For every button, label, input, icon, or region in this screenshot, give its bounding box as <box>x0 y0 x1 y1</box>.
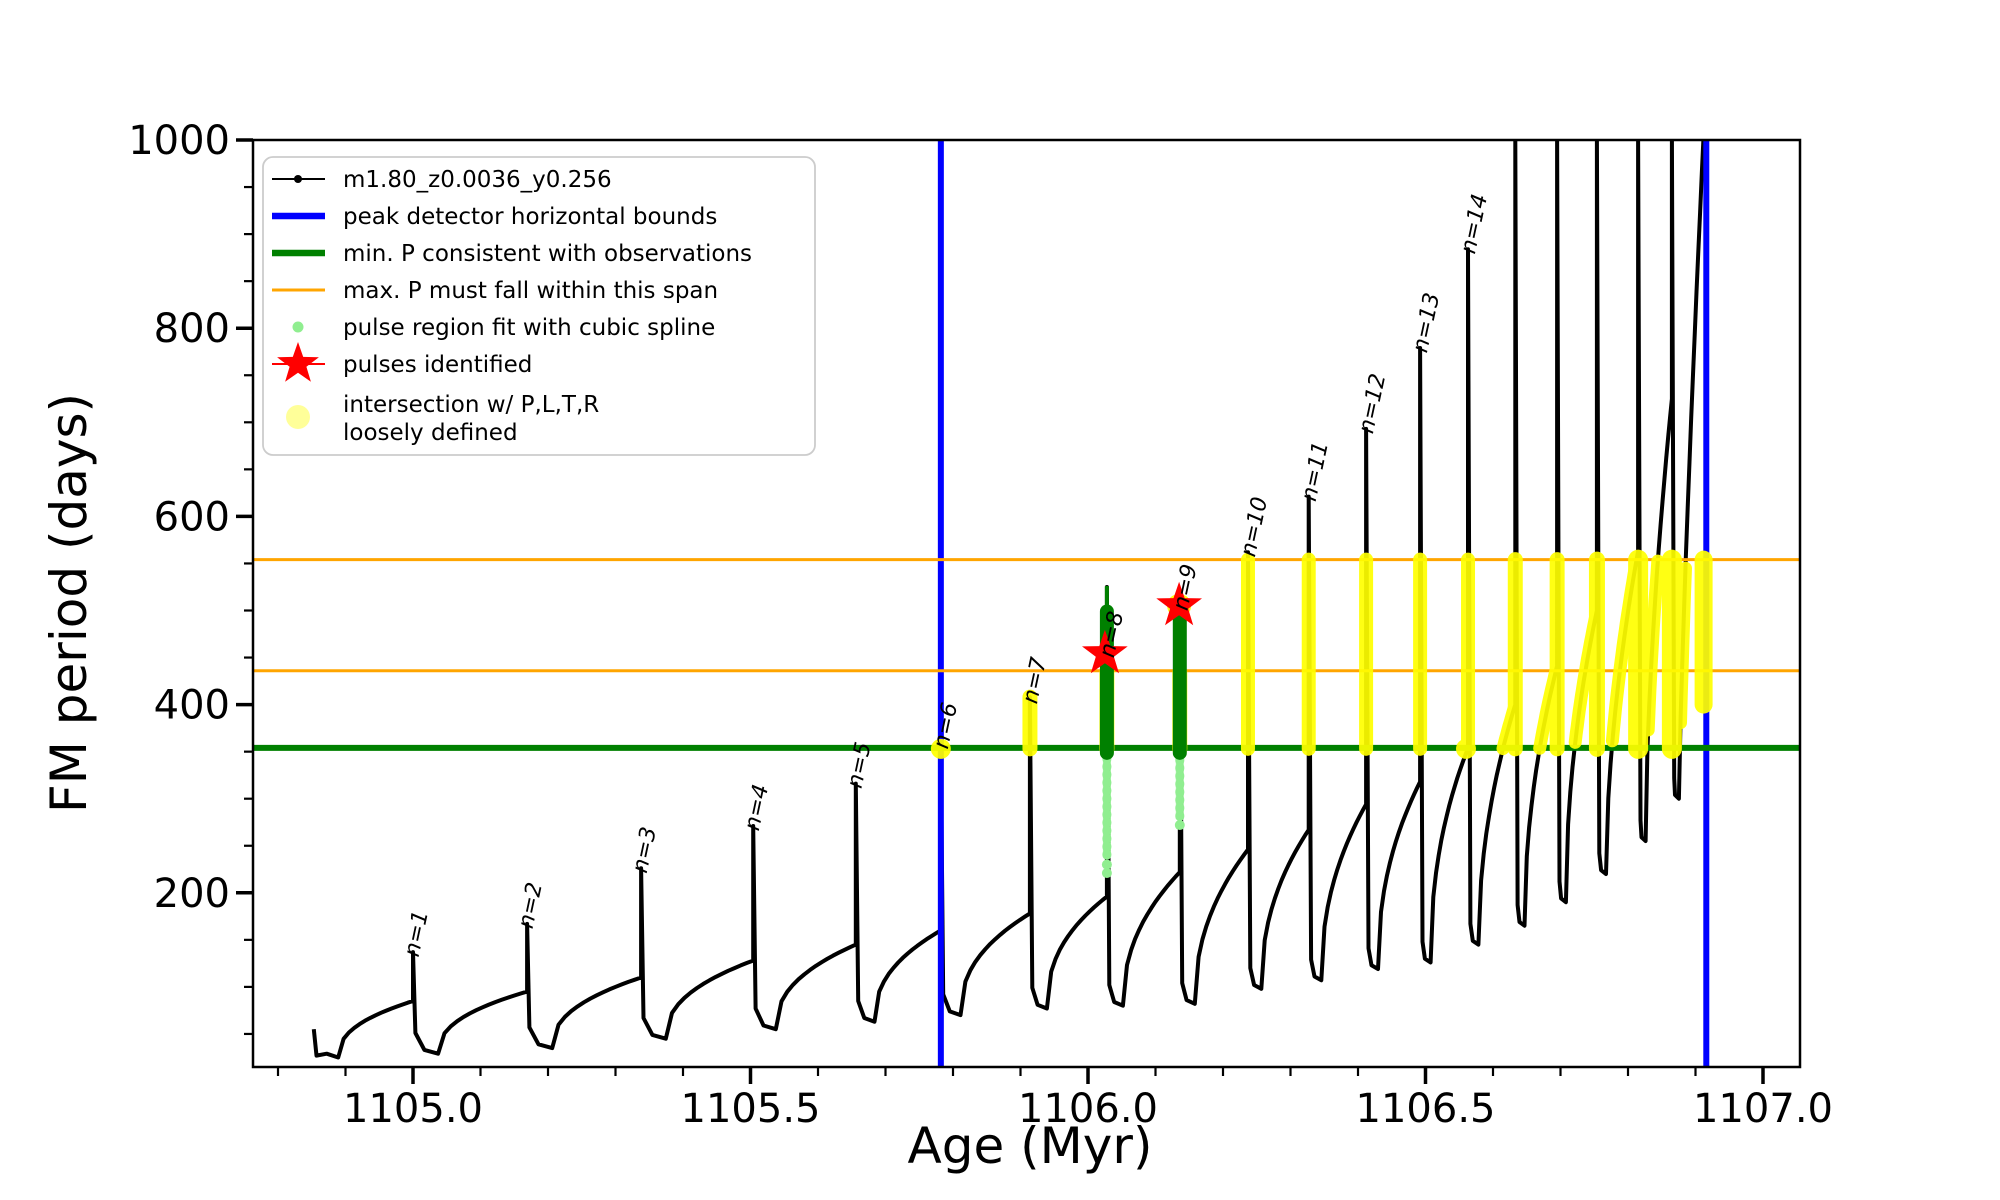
plot-area: n=1n=2n=3n=4n=5n=6n=7n=8n=9n=10n=11n=12n… <box>128 118 1833 1132</box>
y-tick-label: 1000 <box>128 118 230 164</box>
legend-label-line2: loosely defined <box>343 420 518 446</box>
intersection-arc <box>1641 554 1665 737</box>
pulse-region-dot <box>1174 820 1185 831</box>
pulses-identified <box>1082 581 1202 674</box>
legend-label: peak detector horizontal bounds <box>343 204 717 230</box>
legend-item: max. P must fall within this span <box>272 278 718 304</box>
legend-box <box>262 156 816 456</box>
legend-dot-marker <box>294 175 302 183</box>
y-tick-label: 400 <box>154 683 230 729</box>
axes-frame <box>251 138 1802 1069</box>
y-axis-label: FM period (days) <box>40 393 98 813</box>
pulse-label: n=1 <box>400 908 434 959</box>
y-tick-label: 200 <box>154 871 230 917</box>
pulse-region-points <box>1101 744 1185 879</box>
legend-label: min. P consistent with observations <box>343 241 752 267</box>
pulse-label: n=14 <box>1456 192 1493 256</box>
x-tick-label: 1107.0 <box>1693 1086 1833 1132</box>
legend-item: m1.80_z0.0036_y0.256 <box>272 167 612 193</box>
axes-ticks: 1105.0 1105.5 1106.0 1106.5 1107.0 200 400 600 8… <box>128 118 1833 1132</box>
pulse-label: n=10 <box>1236 495 1273 559</box>
pulse-star <box>1082 629 1128 674</box>
pulse-label: n=6 <box>929 700 963 751</box>
pulse-star <box>1156 581 1202 626</box>
intersection-dot <box>1456 738 1476 759</box>
legend-label: intersection w/ P,L,T,R <box>343 392 599 418</box>
pulse-region-dot <box>1101 868 1112 879</box>
x-axis-label: Age (Myr) <box>908 1117 1153 1175</box>
intersection-highlights <box>930 549 1713 759</box>
legend-item: peak detector horizontal bounds <box>272 204 717 230</box>
legend-dot-marker <box>292 321 304 333</box>
intersection-dot <box>930 738 951 759</box>
legend-item: pulse region fit with cubic spline <box>292 315 715 341</box>
x-tick-label: 1105.5 <box>681 1086 821 1132</box>
legend-label: pulse region fit with cubic spline <box>343 315 715 341</box>
legend-item: pulses identified <box>272 342 532 382</box>
legend-label: max. P must fall within this span <box>343 278 718 304</box>
y-tick-label: 800 <box>154 306 230 352</box>
legend-label: pulses identified <box>343 352 532 378</box>
pulse-label: n=13 <box>1408 291 1445 355</box>
pulse-label: n=2 <box>514 880 548 931</box>
pulse-label: n=9 <box>1169 562 1203 613</box>
x-tick-label: 1106.0 <box>1018 1086 1158 1132</box>
pulse-label: n=12 <box>1354 371 1391 435</box>
x-tick-label: 1106.5 <box>1356 1086 1496 1132</box>
plot-frame <box>251 138 1802 1069</box>
pulse-label: n=4 <box>740 782 774 833</box>
legend-item: min. P consistent with observations <box>272 241 752 267</box>
pulse-label: n=7 <box>1018 655 1052 706</box>
y-tick-label: 600 <box>154 494 230 540</box>
pulse-region-dot <box>1101 859 1112 870</box>
x-tick-label: 1105.0 <box>343 1086 483 1132</box>
pulse-label: n=11 <box>1297 439 1334 503</box>
pulse-label: n=3 <box>628 825 662 876</box>
legend-label: m1.80_z0.0036_y0.256 <box>343 167 612 193</box>
legend-star-marker <box>277 342 319 382</box>
legend-pale-dot-marker <box>286 405 310 429</box>
